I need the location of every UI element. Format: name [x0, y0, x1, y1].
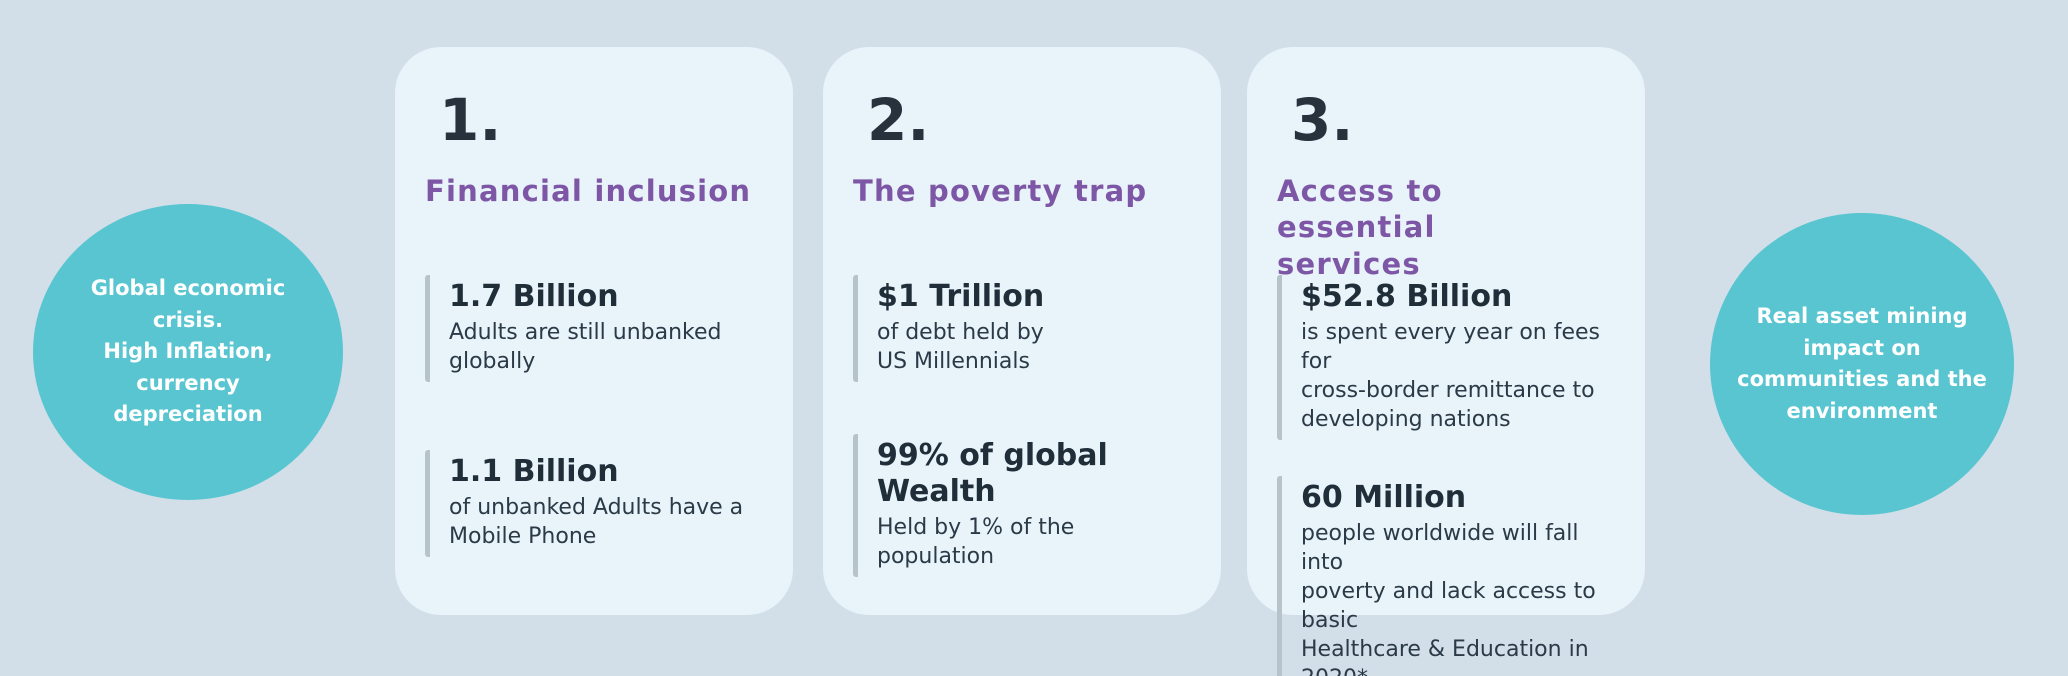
- right-context-circle: Real asset mining impact on communities …: [1710, 213, 2014, 515]
- stat-value: 60 Million: [1301, 480, 1467, 516]
- stat-value: $52.8 Billion: [1301, 279, 1513, 314]
- stat-millennial-debt: $1 Trillion of debt held by US Millennia…: [853, 275, 1191, 383]
- stat-unbanked-mobile: 1.1 Billion of unbanked Adults have a Mo…: [425, 450, 763, 558]
- stat-remittance-fees: $52.8 Billion is spent every year on fee…: [1277, 275, 1615, 441]
- stat-value: 1.7 Billion: [449, 279, 619, 314]
- card-1-title: Financial inclusion: [425, 174, 752, 208]
- card-2-title: The poverty trap: [853, 174, 1148, 208]
- stat-description: people worldwide will fall into poverty …: [1301, 521, 1596, 676]
- card-2-stats: $1 Trillion of debt held by US Millennia…: [853, 275, 1191, 578]
- left-circle-text: Global economic crisis. High Inflation, …: [90, 276, 286, 427]
- stat-description: Adults are still unbanked globally: [449, 320, 722, 375]
- stat-wealth-concentration: 99% of global Wealth Held by 1% of the p…: [853, 434, 1191, 578]
- card-poverty-trap: 2. The poverty trap $1 Trillion of debt …: [823, 47, 1221, 615]
- stat-description: of debt held by US Millennials: [877, 320, 1044, 375]
- card-3-stats: $52.8 Billion is spent every year on fee…: [1277, 275, 1615, 676]
- stat-description: of unbanked Adults have a Mobile Phone: [449, 495, 744, 550]
- stat-poverty-healthcare: 60 Million people worldwide will fall in…: [1277, 476, 1615, 676]
- card-1-stats: 1.7 Billion Adults are still unbanked gl…: [425, 275, 763, 558]
- stat-description: Held by 1% of the population: [877, 515, 1075, 570]
- card-financial-inclusion: 1. Financial inclusion 1.7 Billion Adult…: [395, 47, 793, 615]
- card-1-number: 1.: [439, 86, 502, 154]
- card-3-number: 3.: [1291, 86, 1354, 154]
- card-2-number: 2.: [867, 86, 930, 154]
- right-circle-text: Real asset mining impact on communities …: [1737, 304, 1987, 423]
- stat-value: $1 Trillion: [877, 279, 1045, 314]
- stat-value: 1.1 Billion: [449, 454, 619, 490]
- card-access-essential-services: 3. Access to essential services $52.8 Bi…: [1247, 47, 1645, 676]
- stat-description: is spent every year on fees for cross-bo…: [1301, 320, 1600, 433]
- stat-value: 99% of global Wealth: [877, 438, 1108, 510]
- stat-unbanked-adults: 1.7 Billion Adults are still unbanked gl…: [425, 275, 763, 383]
- left-context-circle: Global economic crisis. High Inflation, …: [33, 204, 343, 500]
- card-3-title: Access to essential services: [1277, 174, 1443, 281]
